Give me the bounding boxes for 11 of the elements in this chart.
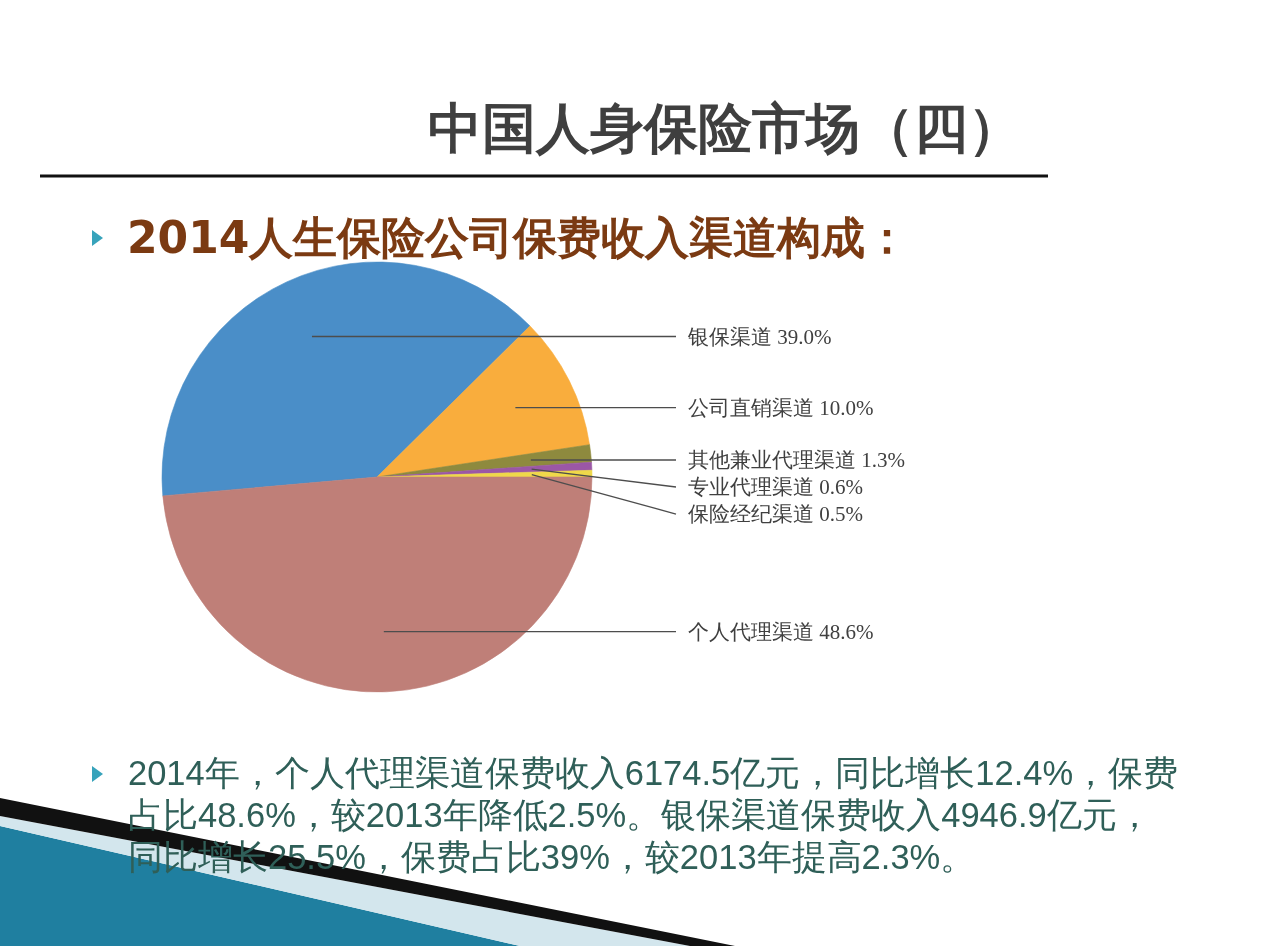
pie-slice	[161, 261, 531, 497]
slice-label: 个人代理渠道 48.6%	[688, 619, 874, 644]
pie-slice	[162, 476, 593, 693]
pie-slice	[376, 325, 590, 478]
slice-label: 保险经纪渠道 0.5%	[688, 502, 863, 527]
slice-label: 其他兼业代理渠道 1.3%	[688, 448, 905, 473]
slice-label: 专业代理渠道 0.6%	[688, 475, 863, 500]
chart-subtitle: 2014人生保险公司保费收入渠道构成：	[127, 212, 910, 264]
slice-label: 公司直销渠道 10.0%	[688, 395, 874, 420]
slice-label: 银保渠道 39.0%	[687, 324, 832, 349]
chart-title: 中国人身保险市场（四）	[428, 97, 1022, 160]
